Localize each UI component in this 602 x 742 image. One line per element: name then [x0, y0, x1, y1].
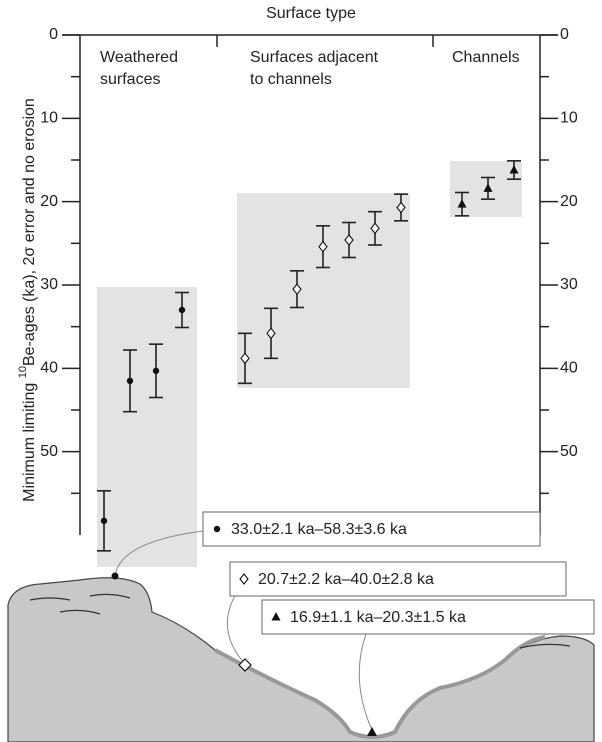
point — [126, 377, 134, 385]
point — [344, 234, 354, 246]
y2-tick-label: 20 — [560, 193, 578, 210]
point — [178, 306, 186, 314]
point — [457, 199, 467, 208]
y2-tick-label: 10 — [560, 110, 578, 127]
site-marker — [367, 727, 377, 736]
y-tick-label: 30 — [40, 276, 58, 293]
top-axis-label: Surface type — [266, 5, 356, 22]
y-tick-label: 10 — [40, 110, 58, 127]
leader — [358, 633, 373, 731]
y2-tick-label: 0 — [560, 26, 569, 43]
leader — [226, 593, 246, 665]
group-box — [237, 193, 410, 388]
y-tick-label: 0 — [49, 26, 58, 43]
group-label: Surfaces adjacent — [250, 49, 379, 66]
group-box — [97, 287, 197, 567]
y-label-part: Be-ages (ka), 2σ error and no erosion — [21, 98, 38, 366]
point — [266, 327, 276, 340]
point — [318, 240, 328, 253]
point — [396, 201, 406, 214]
legend-marker — [213, 525, 221, 533]
legend-label: 33.0±2.1 ka–58.3±3.6 ka — [231, 521, 407, 538]
y2-tick-label: 30 — [560, 276, 578, 293]
point — [240, 352, 250, 365]
legend-box — [229, 561, 567, 597]
leader — [114, 529, 213, 577]
point — [100, 517, 108, 525]
point — [483, 183, 493, 192]
site-marker — [238, 658, 252, 672]
group-label: to channels — [250, 71, 332, 88]
legend-marker — [271, 612, 281, 621]
y-tick-label: 20 — [40, 193, 58, 210]
point — [370, 222, 380, 235]
y2-tick-label: 40 — [560, 360, 578, 377]
y-label-part: Minimum limiting — [21, 378, 38, 502]
legend-box — [202, 511, 541, 547]
y-label-sup: 10 — [17, 366, 29, 378]
site-marker — [111, 572, 119, 580]
rock-lines — [29, 593, 571, 649]
point — [292, 283, 302, 296]
point — [152, 367, 160, 375]
group-label: Weathered — [100, 49, 178, 66]
group-label: Channels — [452, 49, 520, 66]
group-label: surfaces — [100, 71, 160, 88]
y-tick-label: 40 — [40, 360, 58, 377]
y-tick-label: 50 — [40, 443, 58, 460]
point — [509, 165, 519, 174]
legend-marker — [239, 573, 249, 585]
channel-surface — [214, 635, 546, 739]
legend-label: 16.9±1.1 ka–20.3±1.5 ka — [290, 609, 466, 626]
legend-box — [261, 599, 595, 635]
legend-label: 20.7±2.2 ka–40.0±2.8 ka — [258, 571, 434, 588]
y-axis-label: Minimum limiting 10Be-ages (ka), 2σ erro… — [17, 98, 38, 502]
y2-tick-label: 50 — [560, 443, 578, 460]
